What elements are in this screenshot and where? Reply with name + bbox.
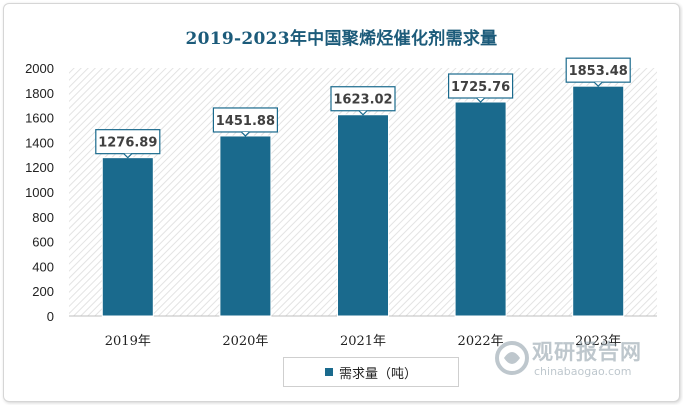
y-tick-label: 1400 xyxy=(25,135,54,150)
x-tick-label: 2020年 xyxy=(222,334,268,349)
watermark: 观研报告网 chinabaogao.com xyxy=(494,332,674,388)
data-label: 1725.76 xyxy=(451,80,510,95)
y-tick-label: 0 xyxy=(47,309,54,324)
y-tick-label: 1000 xyxy=(25,185,54,200)
y-tick-label: 600 xyxy=(32,235,54,250)
chart-title: 2019-2023年中国聚烯烃催化剂需求量 xyxy=(185,29,498,49)
bar xyxy=(454,101,507,317)
watermark-logo-icon xyxy=(495,341,529,375)
data-label-pointer xyxy=(476,97,486,103)
legend-swatch xyxy=(324,368,333,376)
x-tick-label: 2019年 xyxy=(105,334,151,349)
y-tick-label: 1600 xyxy=(25,111,54,126)
x-tick-label: 2023年 xyxy=(575,334,621,349)
data-label-box xyxy=(448,73,514,99)
bar xyxy=(337,114,389,317)
data-label-pointer xyxy=(240,131,250,137)
x-tick-label: 2021年 xyxy=(340,334,386,349)
data-label: 1451.88 xyxy=(216,114,275,129)
data-label: 1853.48 xyxy=(569,64,628,79)
legend-label: 需求量（吨） xyxy=(338,366,417,382)
watermark-name: 观研报告网 xyxy=(532,340,642,364)
data-label: 1623.02 xyxy=(333,93,392,108)
y-tick-label: 200 xyxy=(32,284,54,299)
data-label-box xyxy=(95,129,161,155)
data-label: 1276.89 xyxy=(98,136,157,151)
y-tick-label: 800 xyxy=(32,210,54,225)
bar xyxy=(572,85,625,317)
legend: 需求量（吨） xyxy=(283,357,459,387)
data-label-pointer xyxy=(593,81,603,88)
y-tick-label: 1200 xyxy=(25,160,54,175)
y-tick-label: 2000 xyxy=(25,61,54,76)
x-tick-label: 2022年 xyxy=(458,334,504,349)
data-label-pointer xyxy=(358,110,368,116)
bar xyxy=(219,135,272,317)
bar xyxy=(101,157,154,317)
y-tick-label: 400 xyxy=(32,259,54,274)
data-label-pointer xyxy=(123,153,133,159)
data-label-box xyxy=(330,86,396,112)
y-tick-label: 1800 xyxy=(25,86,54,101)
watermark-url: chinabaogao.com xyxy=(534,365,632,378)
data-label-box xyxy=(565,57,631,83)
